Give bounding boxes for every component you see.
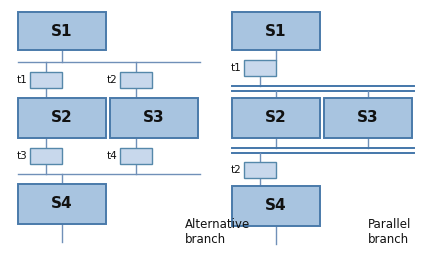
Bar: [244, 60, 276, 76]
Bar: [30, 72, 62, 88]
Text: Alternative
branch: Alternative branch: [185, 218, 250, 246]
Text: S1: S1: [265, 23, 287, 38]
Text: Parallel
branch: Parallel branch: [368, 218, 411, 246]
Bar: [324, 98, 412, 138]
Text: S2: S2: [51, 110, 73, 126]
Text: S3: S3: [143, 110, 165, 126]
Bar: [232, 186, 320, 226]
Text: t1: t1: [16, 75, 27, 85]
Bar: [120, 148, 152, 164]
Bar: [120, 72, 152, 88]
Bar: [30, 148, 62, 164]
Bar: [232, 98, 320, 138]
Text: t1: t1: [230, 63, 241, 73]
Bar: [18, 98, 106, 138]
Text: S2: S2: [265, 110, 287, 126]
Text: S4: S4: [51, 197, 73, 211]
Bar: [110, 98, 198, 138]
Text: S1: S1: [51, 23, 73, 38]
Text: t2: t2: [230, 165, 241, 175]
Text: t2: t2: [106, 75, 117, 85]
Bar: [18, 184, 106, 224]
Bar: [232, 12, 320, 50]
Bar: [18, 12, 106, 50]
Text: S4: S4: [265, 198, 287, 213]
Text: t4: t4: [106, 151, 117, 161]
Bar: [244, 162, 276, 178]
Text: S3: S3: [357, 110, 379, 126]
Text: t3: t3: [16, 151, 27, 161]
